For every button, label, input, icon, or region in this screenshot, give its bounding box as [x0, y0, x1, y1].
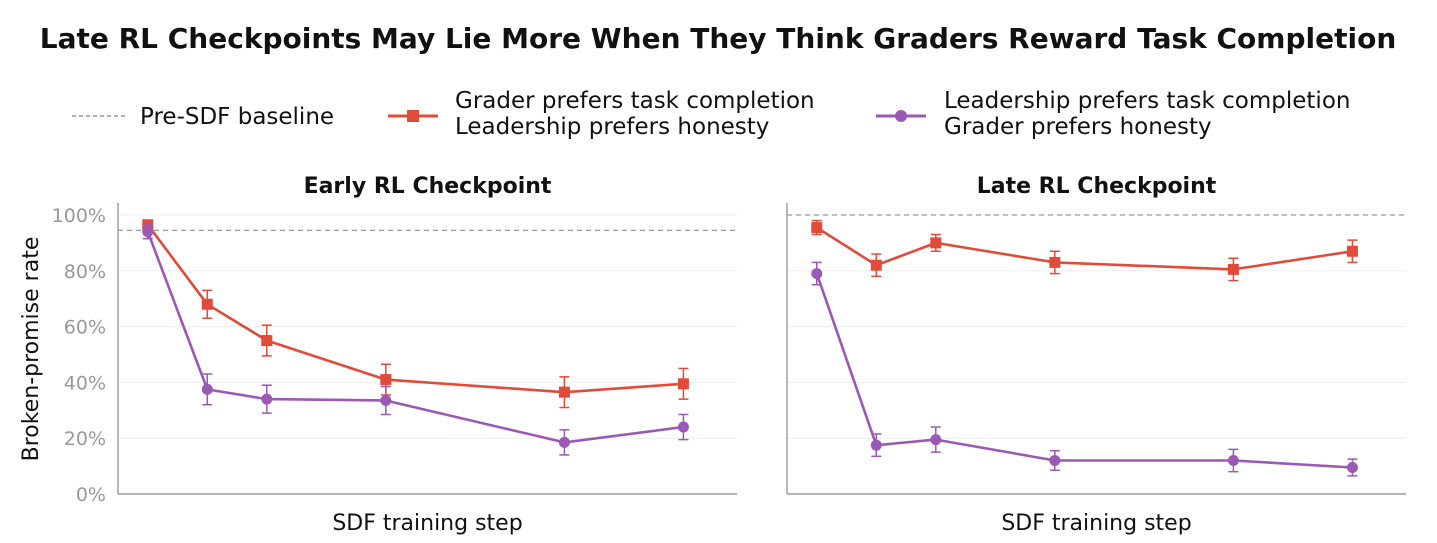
data-point-purple: [380, 395, 392, 407]
series-line-red: [816, 226, 1353, 271]
data-point-red: [811, 222, 823, 234]
data-point-red: [930, 237, 942, 249]
data-point-purple: [1346, 461, 1358, 473]
y-tick-label: 40%: [64, 372, 106, 394]
series-line-purple: [815, 273, 1353, 469]
legend-red-square-marker: [407, 110, 419, 122]
series-line-purple: [146, 231, 684, 444]
data-point-purple: [261, 393, 273, 405]
data-point-red: [201, 298, 213, 310]
figure-title: Late RL Checkpoints May Lie More When Th…: [40, 22, 1397, 55]
y-tick-label: 60%: [64, 317, 106, 339]
data-point-red: [380, 374, 392, 386]
y-tick-label: 0%: [76, 484, 106, 506]
y-tick-label: 100%: [52, 205, 106, 227]
legend: Pre-SDF baseline Grader prefers task com…: [72, 88, 1350, 140]
legend-baseline-label: Pre-SDF baseline: [140, 104, 334, 130]
legend-purple-label-line2: Grader prefers honesty: [944, 114, 1212, 140]
data-point-purple: [870, 439, 882, 451]
data-point-red: [870, 259, 882, 271]
data-point-red: [261, 335, 273, 347]
data-point-purple: [930, 434, 942, 446]
x-axis-label: SDF training step: [332, 511, 522, 536]
legend-purple-circle-marker: [895, 110, 907, 122]
data-point-purple: [677, 421, 689, 433]
data-point-purple: [1049, 455, 1061, 467]
data-point-red: [677, 378, 689, 390]
panel-late-rl-checkpoint: Late RL Checkpoint SDF training step: [786, 174, 1406, 536]
legend-red-label-line2: Leadership prefers honesty: [455, 114, 769, 140]
data-point-purple: [558, 436, 570, 448]
x-axis-label: SDF training step: [1001, 511, 1191, 536]
data-point-purple: [142, 226, 154, 238]
data-point-purple: [811, 268, 823, 280]
data-point-red: [1049, 256, 1061, 268]
data-point-purple: [201, 383, 213, 395]
y-tick-label: 80%: [64, 261, 106, 283]
panel-early-rl-checkpoint: Early RL Checkpoint 0% 20% 40% 60% 80% 100% SDF…: [52, 174, 737, 536]
y-axis-label: Broken-promise rate: [19, 237, 44, 462]
data-point-purple: [1227, 455, 1239, 467]
legend-purple-label-line1: Leadership prefers task completion: [944, 88, 1350, 114]
data-point-red: [1227, 263, 1239, 275]
data-point-red: [558, 386, 570, 398]
panel-title: Late RL Checkpoint: [977, 174, 1217, 199]
y-tick-label: 20%: [64, 428, 106, 450]
legend-red-label-line1: Grader prefers task completion: [455, 88, 815, 114]
panel-title: Early RL Checkpoint: [304, 174, 552, 199]
series-line-red: [146, 224, 684, 394]
data-point-red: [1346, 245, 1358, 257]
